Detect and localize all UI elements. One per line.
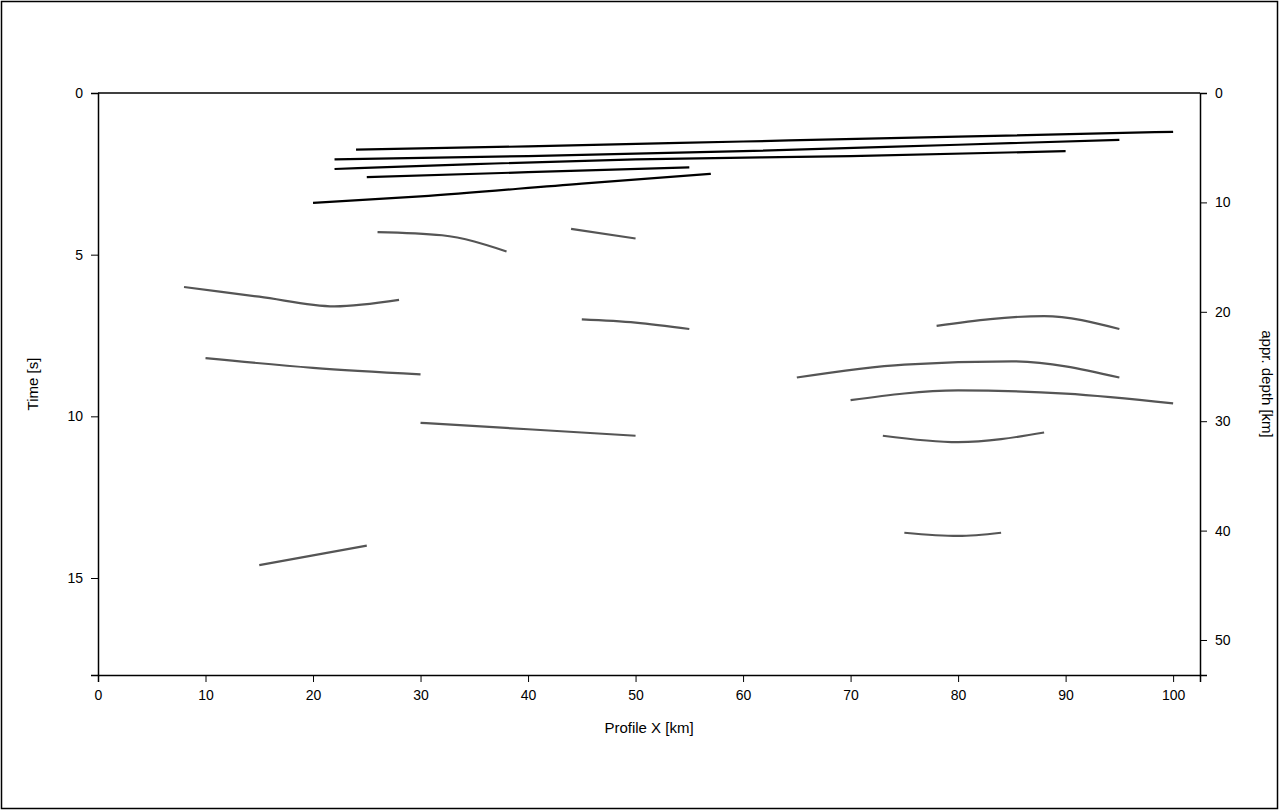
tick-label: 50 bbox=[628, 687, 644, 703]
tick: 70 bbox=[843, 675, 859, 703]
plot-frame bbox=[98, 92, 1200, 94]
tick-label: 70 bbox=[843, 687, 859, 703]
tick: 10 bbox=[198, 675, 214, 703]
reflector bbox=[335, 151, 1066, 169]
tick-mark bbox=[1173, 675, 1174, 682]
tick-label: 20 bbox=[306, 687, 322, 703]
tick: 10 bbox=[1200, 194, 1231, 210]
tick: 15 bbox=[67, 570, 98, 586]
reflector bbox=[367, 167, 690, 177]
tick-label: 50 bbox=[1215, 632, 1231, 648]
tick: 0 bbox=[95, 675, 103, 703]
tick: 0 bbox=[75, 85, 98, 101]
tick-mark bbox=[91, 93, 98, 94]
tick: 40 bbox=[521, 675, 537, 703]
tick-mark bbox=[91, 255, 98, 256]
tick: 30 bbox=[1200, 413, 1231, 429]
tick: 10 bbox=[67, 408, 98, 424]
tick: 50 bbox=[628, 675, 644, 703]
reflector bbox=[851, 390, 1174, 403]
tick-mark bbox=[206, 675, 207, 682]
reflector bbox=[313, 174, 711, 203]
tick-mark bbox=[1200, 202, 1207, 203]
tick: 0 bbox=[1200, 85, 1223, 101]
tick: 50 bbox=[1200, 632, 1231, 648]
tick-label: 0 bbox=[95, 687, 103, 703]
reflector bbox=[259, 546, 367, 565]
reflector bbox=[356, 132, 1173, 150]
reflector bbox=[582, 319, 690, 329]
tick-mark bbox=[1200, 421, 1207, 422]
x-axis-title: Profile X [km] bbox=[604, 719, 693, 736]
tick-mark bbox=[958, 675, 959, 682]
tick: 90 bbox=[1058, 675, 1074, 703]
reflector bbox=[335, 140, 1120, 159]
tick-label: 40 bbox=[521, 687, 537, 703]
tick-mark bbox=[91, 578, 98, 579]
tick-mark bbox=[743, 675, 744, 682]
x-axis: 0 10 20 30 40 50 60 70 80 90 100 bbox=[95, 675, 1201, 703]
reflector bbox=[421, 423, 636, 436]
y2-axis-title: appr. depth [km] bbox=[1259, 330, 1276, 438]
reflector bbox=[904, 533, 1001, 536]
tick: 40 bbox=[1200, 523, 1231, 539]
chart: 0 10 20 30 40 50 60 70 80 90 100 0 5 10 15 0 10 20 30 40 50 P… bbox=[0, 0, 1279, 810]
y-axis: 0 5 10 15 bbox=[67, 85, 98, 676]
reflector bbox=[571, 229, 636, 239]
axis-line bbox=[91, 94, 99, 676]
tick-mark bbox=[1200, 640, 1207, 641]
tick: 30 bbox=[413, 675, 429, 703]
tick: 100 bbox=[1162, 675, 1186, 703]
figure-border bbox=[2, 2, 1278, 809]
tick-label: 5 bbox=[75, 247, 83, 263]
tick: 20 bbox=[306, 675, 322, 703]
reflectors bbox=[184, 132, 1173, 565]
tick-label: 0 bbox=[1215, 85, 1223, 101]
reflector bbox=[184, 287, 399, 306]
reflector bbox=[378, 232, 507, 251]
tick-label: 60 bbox=[736, 687, 752, 703]
tick-mark bbox=[421, 675, 422, 682]
tick-mark bbox=[1066, 675, 1067, 682]
tick: 5 bbox=[75, 247, 98, 263]
tick-label: 40 bbox=[1215, 523, 1231, 539]
tick-label: 10 bbox=[198, 687, 214, 703]
tick-label: 100 bbox=[1162, 687, 1186, 703]
y2-axis: 0 10 20 30 40 50 bbox=[1200, 85, 1231, 676]
tick-label: 10 bbox=[67, 408, 83, 424]
tick-label: 90 bbox=[1058, 687, 1074, 703]
tick-mark bbox=[528, 675, 529, 682]
y-axis-title: Time [s] bbox=[24, 358, 41, 411]
tick-label: 30 bbox=[1215, 413, 1231, 429]
tick-mark bbox=[851, 675, 852, 682]
tick: 20 bbox=[1200, 304, 1231, 320]
reflector bbox=[206, 358, 421, 374]
tick: 80 bbox=[951, 675, 967, 703]
tick-mark bbox=[636, 675, 637, 682]
tick-label: 30 bbox=[413, 687, 429, 703]
reflector bbox=[937, 316, 1120, 329]
tick-label: 20 bbox=[1215, 304, 1231, 320]
tick-mark bbox=[1200, 93, 1207, 94]
tick-mark bbox=[313, 675, 314, 682]
axis-line bbox=[1201, 94, 1208, 676]
tick-label: 0 bbox=[75, 85, 83, 101]
tick: 60 bbox=[736, 675, 752, 703]
reflector bbox=[883, 433, 1044, 443]
tick-mark bbox=[91, 416, 98, 417]
tick-mark bbox=[1200, 531, 1207, 532]
reflector bbox=[797, 361, 1120, 377]
tick-label: 10 bbox=[1215, 194, 1231, 210]
tick-label: 15 bbox=[67, 570, 83, 586]
axis-line bbox=[99, 676, 1201, 683]
tick-mark bbox=[1200, 312, 1207, 313]
tick-label: 80 bbox=[951, 687, 967, 703]
